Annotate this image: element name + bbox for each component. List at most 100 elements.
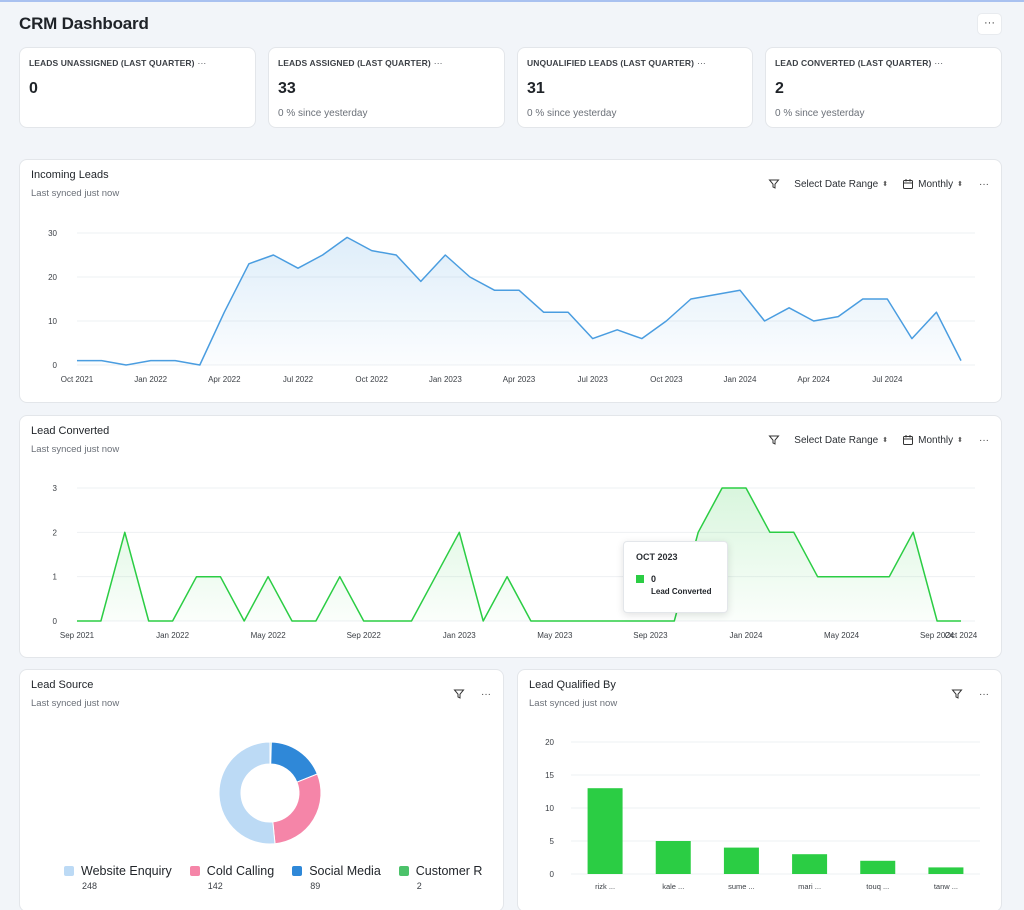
bar	[928, 867, 964, 874]
tooltip-title: OCT 2023	[636, 552, 678, 562]
series-area	[77, 237, 961, 365]
card-menu-button[interactable]: ···	[979, 434, 989, 446]
legend-label: Social Media	[309, 864, 381, 878]
legend-swatch	[64, 866, 74, 876]
stat-menu-icon[interactable]: ···	[697, 58, 706, 68]
x-tick-label: Jul 2022	[283, 375, 314, 384]
card-menu-button[interactable]: ···	[481, 688, 491, 700]
x-tick-label: Sep 2022	[347, 631, 382, 640]
legend-item[interactable]: Cold Calling 142	[189, 864, 275, 891]
x-tick-label: Jul 2023	[578, 375, 609, 384]
stat-menu-icon[interactable]: ···	[934, 58, 944, 68]
x-tick-label: Jan 2024	[730, 631, 763, 640]
series-area	[77, 488, 961, 621]
tooltip-swatch	[636, 575, 644, 583]
lead-converted-chart: 0 1 2 3 Sep 2021 Jan 2022 May 2022 Sep 2022 Jan …	[53, 484, 978, 640]
donut-slice	[218, 741, 276, 845]
stat-value: 31	[527, 80, 545, 97]
bar	[723, 847, 759, 874]
card-menu-button[interactable]: ···	[979, 178, 989, 190]
x-tick-label: mari ...	[798, 882, 821, 891]
chart-tooltip: OCT 2023 0 Lead Converted	[623, 541, 728, 613]
y-tick-label: 10	[48, 317, 57, 326]
legend-swatch	[398, 866, 409, 876]
filter-button[interactable]	[768, 434, 780, 446]
chart-toolbar: Select Date Range ⬍ Monthly ⬍ ···	[754, 434, 989, 446]
legend-swatch	[189, 866, 200, 876]
y-tick-label: 20	[48, 273, 57, 282]
card-menu-button[interactable]: ···	[979, 688, 989, 700]
stat-menu-icon[interactable]: ···	[433, 58, 443, 68]
donut-slice	[270, 741, 318, 783]
x-tick-label: tanw ...	[934, 882, 958, 891]
page-menu-button[interactable]: ···	[977, 13, 1002, 35]
sort-icon: ⬍	[882, 437, 889, 444]
lead-source-card: Lead Source Last synced just now ··· Web…	[19, 669, 504, 910]
legend-item[interactable]: Social Media 89	[292, 864, 381, 891]
filter-icon	[768, 435, 780, 445]
legend-label: Customer R	[415, 864, 483, 878]
y-tick-label: 0	[550, 870, 555, 879]
stat-label: LEADS ASSIGNED (LAST QUARTER)	[278, 58, 431, 68]
x-tick-label: Oct 2022	[355, 375, 388, 384]
date-range-label: Select Date Range	[794, 434, 879, 446]
legend-label: Cold Calling	[206, 864, 275, 878]
period-select[interactable]: Monthly ⬍	[902, 434, 963, 446]
calendar-icon	[903, 435, 914, 445]
filter-button[interactable]	[453, 688, 465, 700]
stat-change: 0 % since yesterday	[775, 108, 865, 119]
series-line	[77, 487, 961, 622]
x-tick-label: Apr 2024	[797, 375, 830, 384]
x-tick-label: Jul 2024	[872, 375, 903, 384]
donut-slice	[272, 773, 322, 845]
chart-toolbar: Select Date Range ⬍ Monthly ⬍ ···	[754, 178, 989, 190]
legend-item[interactable]: Website Enquiry 248	[64, 864, 172, 891]
filter-button[interactable]	[951, 688, 963, 700]
card-title: Lead Qualified By	[529, 679, 616, 691]
period-label: Monthly	[918, 178, 954, 190]
x-tick-label: kale ...	[662, 882, 684, 891]
incoming-leads-card: Incoming Leads Last synced just now Sele…	[19, 159, 1002, 403]
x-tick-label: Sep 2024	[920, 631, 955, 640]
sort-icon: ⬍	[957, 437, 963, 444]
legend-count: 89	[310, 881, 321, 891]
y-tick-label: 20	[545, 738, 554, 747]
x-tick-label: Oct 2024	[945, 631, 978, 640]
filter-button[interactable]	[768, 178, 780, 190]
sort-icon: ⬍	[882, 181, 889, 188]
x-tick-label: May 2024	[824, 631, 860, 640]
bar	[587, 788, 623, 874]
filter-icon	[768, 179, 780, 189]
lead-converted-card: Lead Converted Last synced just now Sele…	[19, 415, 1002, 658]
card-title: Lead Source	[31, 679, 94, 691]
y-tick-label: 15	[545, 771, 554, 780]
date-range-select[interactable]: Select Date Range ⬍	[794, 179, 888, 190]
date-range-select[interactable]: Select Date Range ⬍	[794, 435, 888, 446]
stat-value: 33	[278, 80, 296, 97]
x-tick-label: Jan 2022	[134, 375, 167, 384]
x-tick-label: sume ...	[728, 882, 755, 891]
y-tick-label: 2	[53, 528, 58, 537]
y-tick-label: 30	[48, 229, 57, 238]
x-tick-label: May 2023	[537, 631, 573, 640]
period-select[interactable]: Monthly ⬍	[902, 178, 963, 190]
legend-count: 2	[416, 881, 422, 891]
page-title: CRM Dashboard	[19, 14, 149, 33]
stat-card-converted: LEAD CONVERTED (LAST QUARTER) ··· 2 0 % s…	[765, 47, 1002, 128]
stat-change: 0 % since yesterday	[278, 108, 368, 119]
x-tick-label: rizk ...	[595, 882, 615, 891]
stat-menu-icon[interactable]: ···	[197, 58, 207, 68]
card-subtitle: Last synced just now	[31, 188, 120, 199]
lead-qualified-card: Lead Qualified By Last synced just now ·…	[517, 669, 1002, 910]
lead-source-donut	[218, 741, 322, 845]
filter-icon	[453, 689, 465, 699]
chart-toolbar: ···	[937, 688, 989, 700]
card-title: Lead Converted	[31, 425, 110, 437]
bar	[792, 854, 828, 874]
legend-item[interactable]: Customer R 2	[398, 864, 483, 891]
tooltip-series: Lead Converted	[651, 587, 712, 596]
sort-icon: ⬍	[957, 181, 963, 188]
x-tick-label: Apr 2022	[208, 375, 241, 384]
stat-card-unassigned: LEADS UNASSIGNED (LAST QUARTER) ··· 0	[19, 47, 256, 128]
period-label: Monthly	[918, 434, 954, 446]
